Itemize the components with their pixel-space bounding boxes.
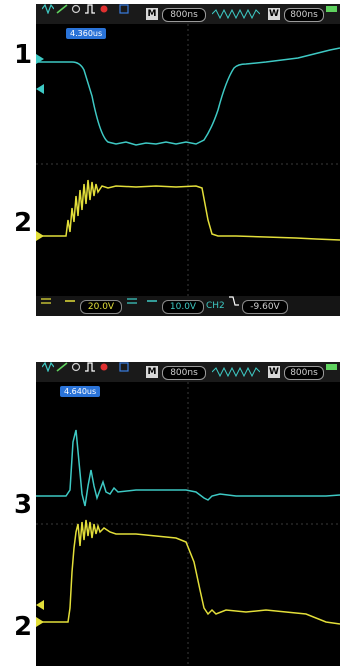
oscilloscope-screen-top: M 800ns W 800ns 4.360us 20.0V 10.0V CH2 … <box>36 4 340 316</box>
oscilloscope-screen-bottom: M 800ns W 800ns 4.640us <box>36 362 340 666</box>
probe-icon-2 <box>71 362 81 372</box>
ch1-coupling-icon <box>41 298 51 304</box>
main-timebase-m-2: M <box>146 366 158 378</box>
window-per-div-readout-2: 800ns <box>284 366 324 380</box>
probe-icon <box>71 4 81 14</box>
window-position-icon-2 <box>212 367 260 377</box>
ch1-marker-left-top <box>36 54 44 64</box>
stop-indicator-icon <box>100 5 108 13</box>
window-timebase-w-2: W <box>268 366 280 378</box>
ch2-coupling-icon <box>127 298 137 304</box>
battery-icon <box>326 6 337 12</box>
trigger-source-label: CH2 <box>206 301 225 311</box>
time-per-div-readout: 800ns <box>162 8 206 22</box>
window-position-icon <box>212 9 260 19</box>
trigger-time-badge: 4.360us <box>66 28 107 39</box>
trace-label-1: 1 <box>14 40 33 70</box>
trigger-level-readout: -9.60V <box>242 300 288 314</box>
stop-indicator-icon-2 <box>100 363 108 371</box>
ch2-trace-bottom <box>36 519 340 625</box>
ch1-trace-bottom <box>36 429 340 507</box>
trigger-slope-falling-icon <box>229 296 239 306</box>
ch2-scale-readout: 10.0V <box>162 300 204 314</box>
waveform-icon <box>42 4 54 14</box>
bottom-status-bar: 20.0V 10.0V CH2 -9.60V <box>36 296 340 316</box>
waveform-plot-bottom <box>36 382 340 666</box>
ch1-scale-readout: 20.0V <box>80 300 122 314</box>
waveform-plot-top <box>36 24 340 296</box>
run-slash-icon <box>56 4 68 14</box>
trace-label-2-bottom: 2 <box>14 612 33 642</box>
trigger-level-marker-bottom <box>36 600 44 610</box>
trace-label-3: 3 <box>14 490 33 520</box>
main-timebase-m: M <box>146 8 158 20</box>
window-per-div-readout: 800ns <box>284 8 324 22</box>
battery-icon-2 <box>326 364 337 370</box>
trace-label-2: 2 <box>14 208 33 238</box>
save-icon <box>119 4 129 14</box>
ch2-trace-top <box>36 179 340 241</box>
trigger-edge-icon <box>85 4 95 14</box>
grid-top <box>36 24 340 296</box>
ch2-probe-icon <box>147 300 157 302</box>
time-per-div-readout-2: 800ns <box>162 366 206 380</box>
ch1-probe-icon <box>65 300 75 302</box>
ch1-trace-top <box>36 47 340 146</box>
ch2-marker-left-bottom <box>36 617 44 627</box>
top-status-bar-2: M 800ns W 800ns <box>36 362 340 382</box>
save-icon-2 <box>119 362 129 372</box>
ch2-marker-left-top <box>36 231 44 241</box>
trigger-time-badge-2: 4.640us <box>60 386 101 397</box>
trigger-edge-icon-2 <box>85 362 95 372</box>
window-timebase-w: W <box>268 8 280 20</box>
top-status-bar: M 800ns W 800ns <box>36 4 340 24</box>
run-slash-icon-2 <box>56 362 68 372</box>
trigger-level-marker-top <box>36 84 44 94</box>
waveform-icon-2 <box>42 362 54 372</box>
